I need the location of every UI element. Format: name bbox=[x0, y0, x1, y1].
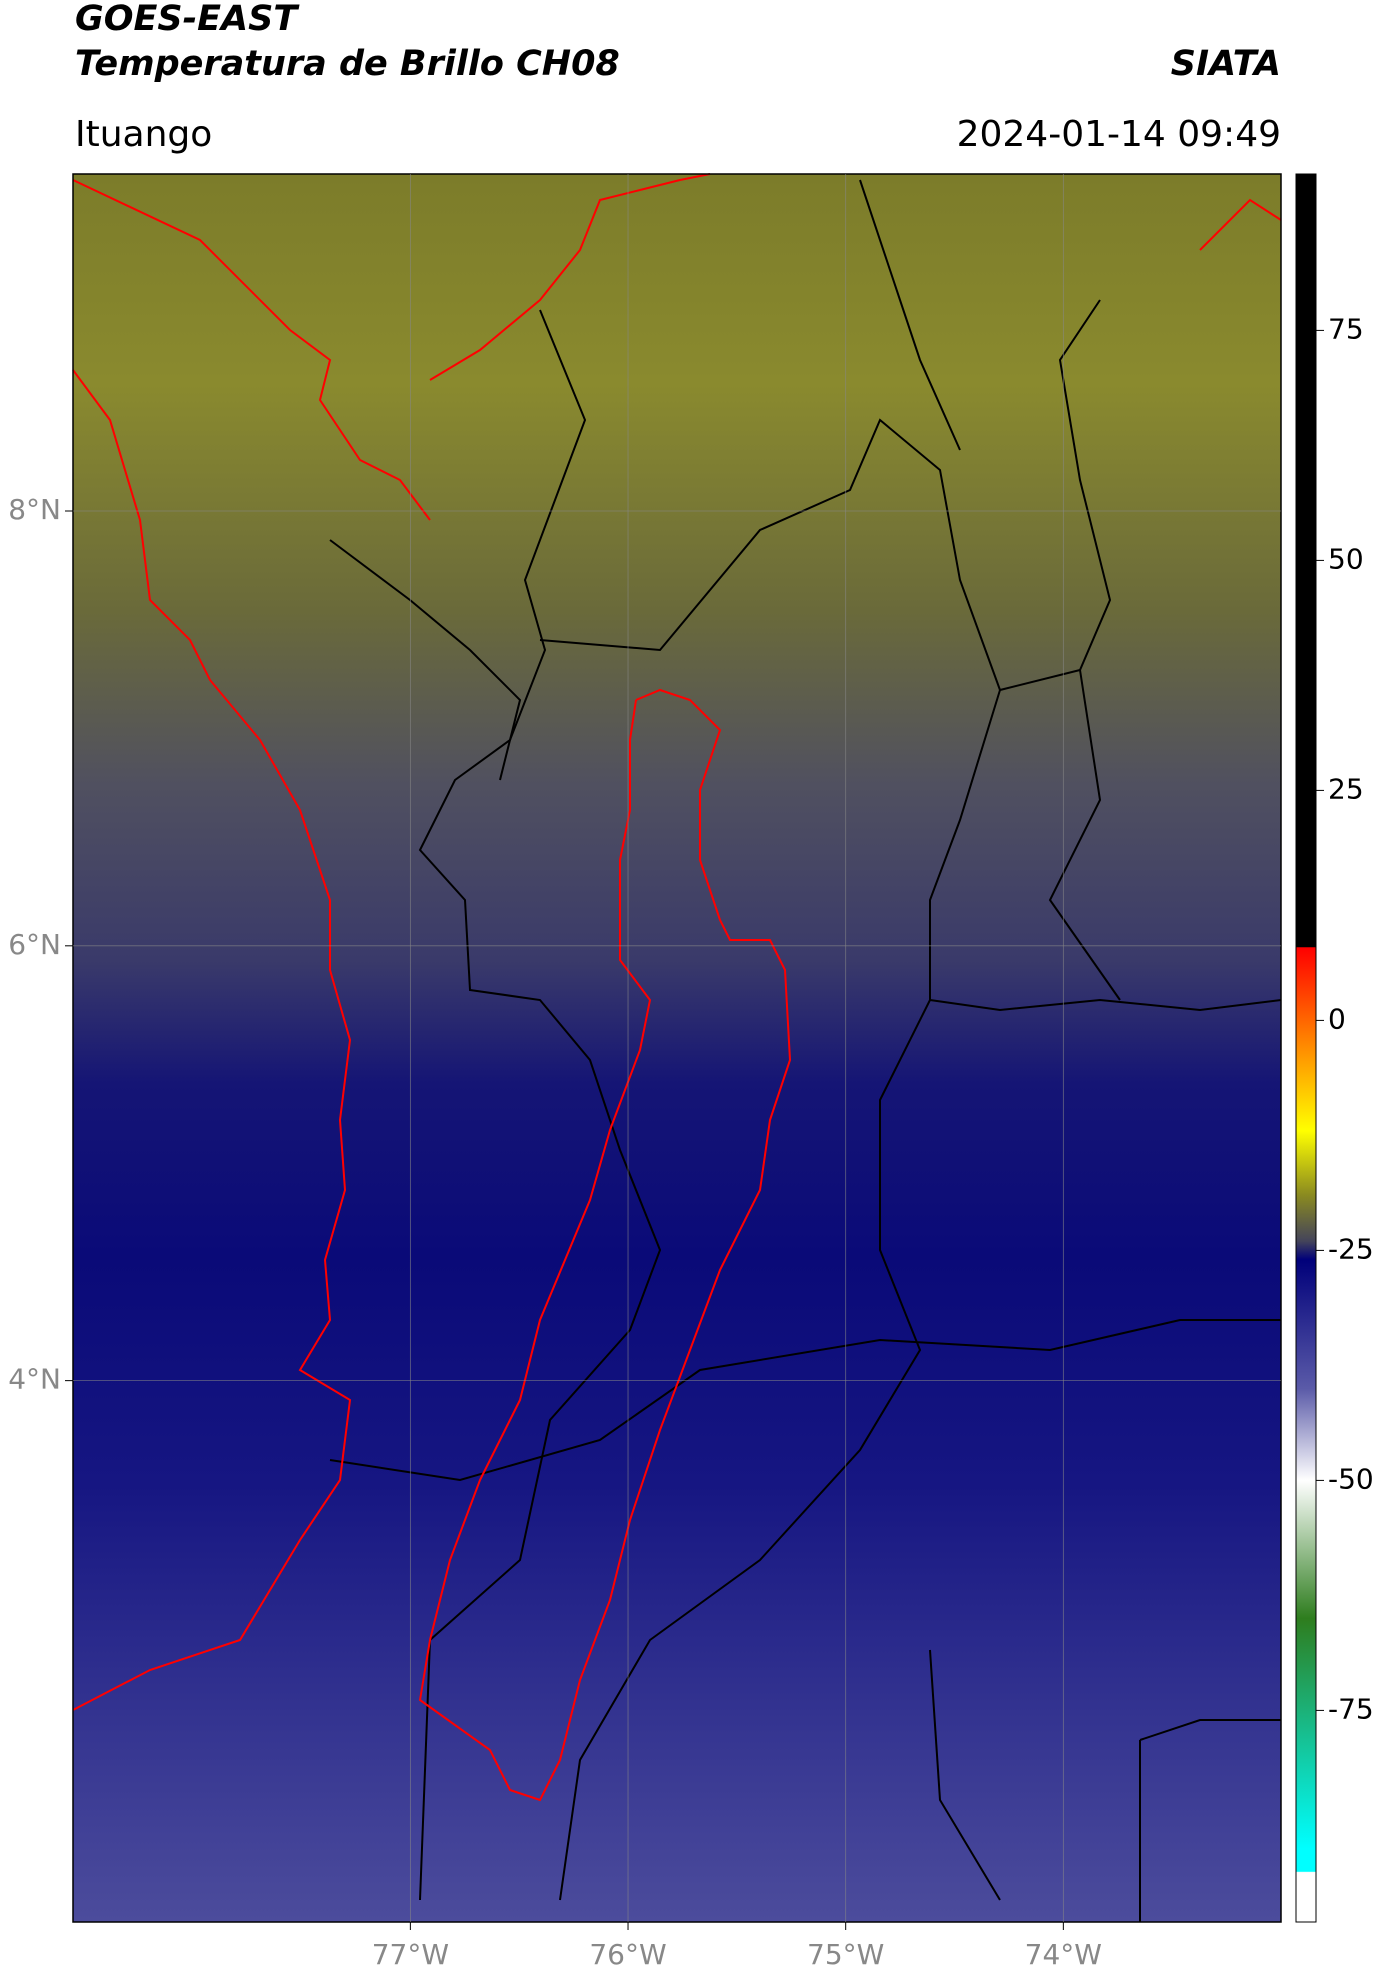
colorbar bbox=[1295, 173, 1317, 1923]
y-tick-label: 6°N bbox=[8, 928, 61, 961]
colorbar-tick-label: 50 bbox=[1328, 542, 1364, 575]
colorbar-tick-label: -25 bbox=[1328, 1232, 1374, 1265]
x-tick-label: 77°W bbox=[372, 1938, 449, 1971]
y-tick-label: 4°N bbox=[8, 1363, 61, 1396]
y-tick-label: 8°N bbox=[8, 493, 61, 526]
boundaries bbox=[72, 173, 1282, 1922]
map-field bbox=[73, 174, 1281, 1922]
x-tick-label: 75°W bbox=[807, 1938, 884, 1971]
map-frame bbox=[72, 173, 1282, 1923]
colorbar-tick-label: 25 bbox=[1328, 772, 1364, 805]
colorbar-tick-label: -75 bbox=[1328, 1692, 1374, 1725]
location: Ituango bbox=[75, 114, 212, 155]
source: SIATA bbox=[1171, 44, 1281, 84]
title: GOES-EAST bbox=[75, 0, 300, 39]
colorbar-tick-label: -50 bbox=[1328, 1462, 1374, 1495]
colorbar-tick-label: 0 bbox=[1328, 1002, 1346, 1035]
colorbar-tick-label: 75 bbox=[1328, 312, 1364, 345]
datetime: 2024-01-14 09:49 bbox=[957, 114, 1281, 155]
x-tick-label: 74°W bbox=[1025, 1938, 1102, 1971]
subtitle: Temperatura de Brillo CH08 bbox=[75, 44, 620, 84]
x-tick-label: 76°W bbox=[589, 1938, 666, 1971]
